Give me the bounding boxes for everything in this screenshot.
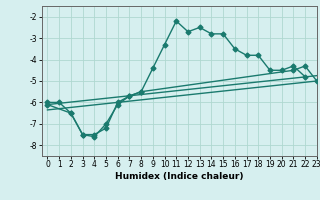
- X-axis label: Humidex (Indice chaleur): Humidex (Indice chaleur): [115, 172, 244, 181]
